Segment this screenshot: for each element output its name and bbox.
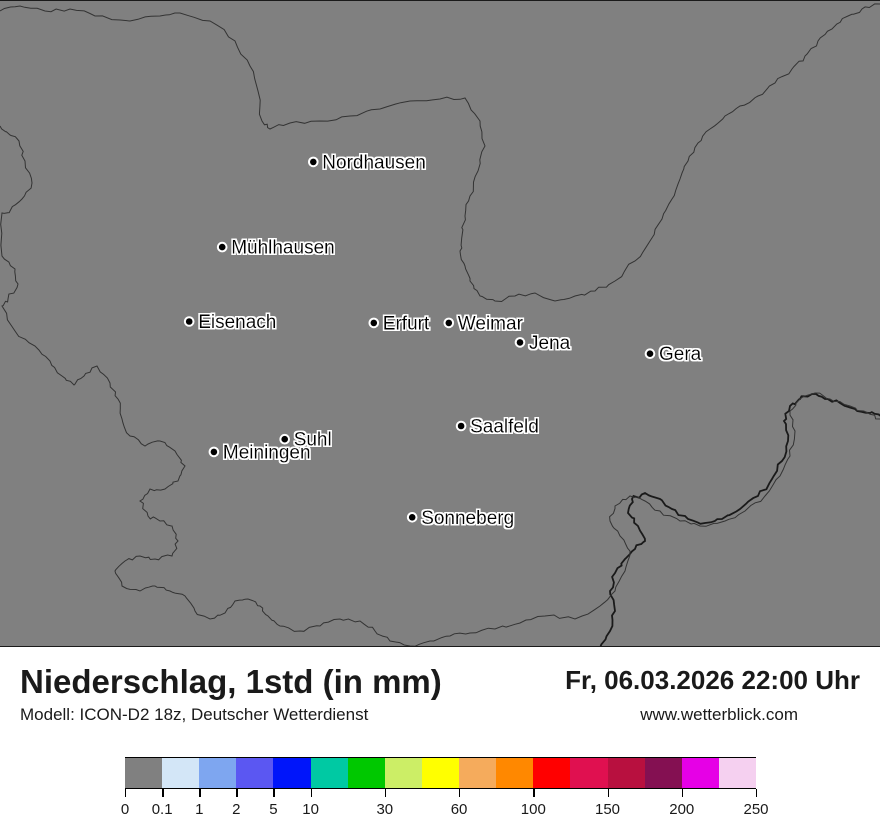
svg-text:Nordhausen: Nordhausen bbox=[322, 152, 426, 173]
svg-text:200: 200 bbox=[669, 801, 694, 818]
svg-text:100: 100 bbox=[521, 801, 546, 818]
svg-text:Fr, 06.03.2026 22:00 Uhr: Fr, 06.03.2026 22:00 Uhr bbox=[565, 665, 860, 695]
svg-text:60: 60 bbox=[451, 801, 468, 818]
svg-text:1: 1 bbox=[195, 801, 203, 818]
svg-text:Gera: Gera bbox=[659, 344, 702, 365]
svg-text:Mühlhausen: Mühlhausen bbox=[231, 238, 335, 259]
svg-text:5: 5 bbox=[269, 801, 277, 818]
svg-text:Eisenach: Eisenach bbox=[198, 312, 276, 333]
svg-text:Niederschlag, 1std (in mm): Niederschlag, 1std (in mm) bbox=[20, 663, 442, 700]
svg-text:Jena: Jena bbox=[529, 333, 571, 354]
svg-text:www.wetterblick.com: www.wetterblick.com bbox=[639, 705, 798, 724]
svg-text:Weimar: Weimar bbox=[458, 313, 524, 334]
svg-text:0: 0 bbox=[121, 801, 129, 818]
svg-text:150: 150 bbox=[595, 801, 620, 818]
svg-text:Modell: ICON-D2 18z, Deutscher: Modell: ICON-D2 18z, Deutscher Wetterdie… bbox=[20, 705, 369, 724]
svg-text:Saalfeld: Saalfeld bbox=[470, 417, 539, 438]
svg-text:Suhl: Suhl bbox=[294, 430, 332, 451]
svg-text:2: 2 bbox=[232, 801, 240, 818]
svg-text:10: 10 bbox=[302, 801, 319, 818]
svg-text:250: 250 bbox=[743, 801, 768, 818]
svg-text:Sonneberg: Sonneberg bbox=[421, 508, 514, 529]
svg-text:0.1: 0.1 bbox=[152, 801, 173, 818]
svg-text:Erfurt: Erfurt bbox=[383, 313, 430, 334]
svg-text:30: 30 bbox=[376, 801, 393, 818]
